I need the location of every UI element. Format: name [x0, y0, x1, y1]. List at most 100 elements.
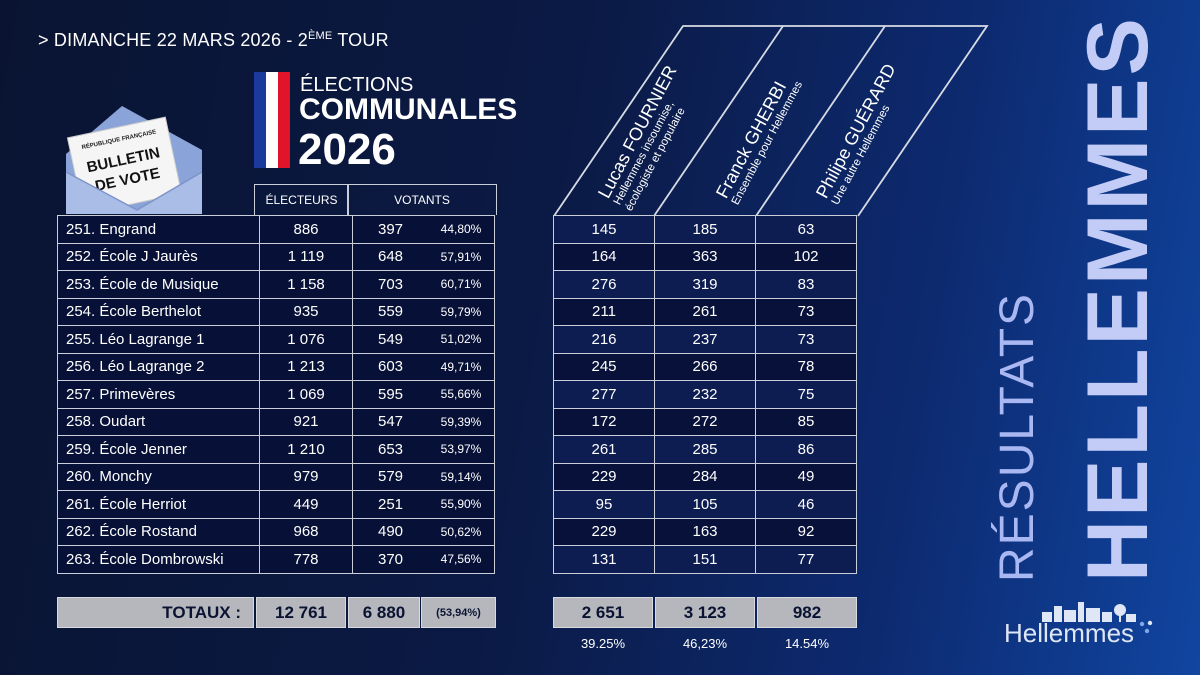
- votants-cell: 490: [352, 517, 428, 546]
- table-row: 145 185 63: [553, 215, 857, 244]
- electeurs-cell: 1 076: [259, 325, 353, 354]
- candidate-2-votes: 319: [654, 270, 756, 299]
- candidate-3-votes: 49: [755, 462, 857, 491]
- electeurs-cell: 1 069: [259, 380, 353, 409]
- votants-cell: 603: [352, 352, 428, 381]
- electeurs-cell: 778: [259, 545, 353, 574]
- candidate-2-votes: 105: [654, 490, 756, 519]
- candidate-3-votes: 46: [755, 490, 857, 519]
- table-row: 216 237 73: [553, 325, 857, 354]
- hellemmes-logo: Hellemmes: [1004, 618, 1135, 648]
- table-row: 262. École Rostand 968 490 50,62%: [57, 517, 495, 546]
- table-row: 261. École Herriot 449 251 55,90%: [57, 490, 495, 519]
- totals-label: TOTAUX :: [57, 597, 254, 628]
- table-row: 245 266 78: [553, 352, 857, 381]
- table-row: 254. École Berthelot 935 559 59,79%: [57, 297, 495, 326]
- electeurs-cell: 1 119: [259, 242, 353, 271]
- candidate-1-votes: 164: [553, 242, 655, 271]
- ballot-envelope-icon: RÉPUBLIQUE FRANÇAISE BULLETIN DE VOTE: [65, 106, 203, 214]
- participation-cell: 53,97%: [428, 435, 495, 464]
- votants-cell: 648: [352, 242, 428, 271]
- candidate-2-votes: 185: [654, 215, 756, 244]
- participation-cell: 59,14%: [428, 462, 495, 491]
- bureau-name: 258. Oudart: [57, 407, 260, 436]
- electeurs-cell: 886: [259, 215, 353, 244]
- participation-cell: 50,62%: [428, 517, 495, 546]
- candidate-2-votes: 232: [654, 380, 756, 409]
- candidate-1-votes: 216: [553, 325, 655, 354]
- table-row: 164 363 102: [553, 242, 857, 271]
- candidate-2-votes: 237: [654, 325, 756, 354]
- electeurs-cell: 1 210: [259, 435, 353, 464]
- votants-cell: 549: [352, 325, 428, 354]
- candidate-1-votes: 261: [553, 435, 655, 464]
- bureau-name: 257. Primevères: [57, 380, 260, 409]
- candidate-header-frame: [553, 25, 989, 217]
- header-electeurs: ÉLECTEURS: [254, 184, 349, 215]
- votants-cell: 703: [352, 270, 428, 299]
- candidate-1-votes: 277: [553, 380, 655, 409]
- bureau-name: 255. Léo Lagrange 1: [57, 325, 260, 354]
- participation-cell: 59,79%: [428, 297, 495, 326]
- electeurs-cell: 921: [259, 407, 353, 436]
- candidate-1-votes: 95: [553, 490, 655, 519]
- table-row: 261 285 86: [553, 435, 857, 464]
- totals-c2-pct: 46,23%: [682, 636, 728, 651]
- logo-dots-icon: [1139, 620, 1153, 634]
- bureau-name: 261. École Herriot: [57, 490, 260, 519]
- candidate-2-votes: 163: [654, 517, 756, 546]
- totals-c1-pct: 39.25%: [580, 636, 626, 651]
- electeurs-cell: 979: [259, 462, 353, 491]
- bureau-name: 263. École Dombrowski: [57, 545, 260, 574]
- title-communales: COMMUNALES: [299, 93, 518, 126]
- table-row: 277 232 75: [553, 380, 857, 409]
- totals-c3-pct: 14.54%: [784, 636, 830, 651]
- electeurs-cell: 968: [259, 517, 353, 546]
- table-row: 263. École Dombrowski 778 370 47,56%: [57, 545, 495, 574]
- candidate-results-table: 145 185 63 164 363 102 276 319 83 211 261 73 216 237 7…: [553, 215, 857, 574]
- city-skyline-icon: [1042, 602, 1136, 622]
- table-row: 252. École J Jaurès 1 119 648 57,91%: [57, 242, 495, 271]
- candidate-1-votes: 229: [553, 517, 655, 546]
- bureau-name: 254. École Berthelot: [57, 297, 260, 326]
- participation-cell: 57,91%: [428, 242, 495, 271]
- candidate-1-votes: 276: [553, 270, 655, 299]
- participation-cell: 55,66%: [428, 380, 495, 409]
- candidate-2-votes: 261: [654, 297, 756, 326]
- side-title-hellemmes: HELLEMMES: [1070, 15, 1166, 582]
- totals-c1: 2 651: [553, 597, 653, 628]
- table-row: 172 272 85: [553, 407, 857, 436]
- bureau-name: 262. École Rostand: [57, 517, 260, 546]
- candidate-2-votes: 266: [654, 352, 756, 381]
- electeurs-cell: 1 158: [259, 270, 353, 299]
- participation-cell: 47,56%: [428, 545, 495, 574]
- candidate-3-votes: 83: [755, 270, 857, 299]
- votants-cell: 370: [352, 545, 428, 574]
- table-row: 95 105 46: [553, 490, 857, 519]
- totals-c2: 3 123: [655, 597, 755, 628]
- participation-cell: 59,39%: [428, 407, 495, 436]
- electeurs-cell: 935: [259, 297, 353, 326]
- votants-cell: 579: [352, 462, 428, 491]
- candidate-3-votes: 75: [755, 380, 857, 409]
- totals-c3: 982: [757, 597, 857, 628]
- table-row: 131 151 77: [553, 545, 857, 574]
- candidate-1-votes: 131: [553, 545, 655, 574]
- title-elections: ÉLECTIONS: [300, 74, 414, 96]
- candidate-3-votes: 78: [755, 352, 857, 381]
- table-row: 276 319 83: [553, 270, 857, 299]
- side-title-resultats: RÉSULTATS: [991, 291, 1044, 582]
- participation-cell: 60,71%: [428, 270, 495, 299]
- electeurs-cell: 1 213: [259, 352, 353, 381]
- candidate-1-votes: 145: [553, 215, 655, 244]
- candidate-2-votes: 285: [654, 435, 756, 464]
- participation-cell: 49,71%: [428, 352, 495, 381]
- candidate-2-votes: 151: [654, 545, 756, 574]
- bureau-name: 251. Engrand: [57, 215, 260, 244]
- participation-cell: 55,90%: [428, 490, 495, 519]
- french-flag-icon: [254, 72, 290, 168]
- table-row: 253. École de Musique 1 158 703 60,71%: [57, 270, 495, 299]
- candidate-3-votes: 73: [755, 297, 857, 326]
